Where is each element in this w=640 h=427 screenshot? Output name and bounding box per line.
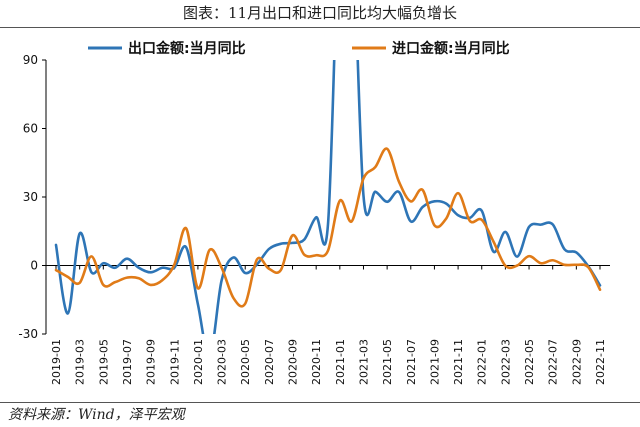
series-line-import [54,147,602,308]
chart-axes [42,59,610,335]
legend-item-import: 进口金额:当月同比 [352,40,510,57]
x-tick-label: 2021-01 [334,339,347,385]
x-tick-label: 2019-09 [145,339,158,385]
y-tick-label: 30 [23,190,38,204]
title-rule [0,27,640,28]
x-tick-label: 2021-07 [405,339,418,385]
x-tick-label: 2020-07 [263,339,276,385]
x-tick-label: 2019-01 [50,339,63,385]
x-tick-label: 2022-11 [594,339,607,385]
x-tick-label: 2021-11 [452,339,465,385]
x-tick-label: 2020-01 [192,339,205,385]
x-tick-label: 2022-05 [523,339,536,385]
legend-label: 进口金额:当月同比 [392,40,510,57]
legend-label: 出口金额:当月同比 [128,40,246,57]
x-tick-label: 2020-09 [287,339,300,385]
source-note: 资料来源：Wind，泽平宏观 [8,407,185,423]
x-tick-label: 2019-07 [121,339,134,385]
legend-item-export: 出口金额:当月同比 [88,40,246,57]
x-tick-label: 2021-05 [381,339,394,385]
x-tick-label: 2022-01 [476,339,489,385]
source-rule [0,402,640,403]
chart-tick-labels: -30 0 30 60 90 2019-01 2019-03 2019-05 2019-07 20… [18,53,607,385]
x-tick-label: 2021-09 [428,339,441,385]
x-tick-label: 2022-03 [499,339,512,385]
x-tick-label: 2020-05 [239,339,252,385]
y-tick-label: 0 [30,259,38,273]
x-tick-label: 2019-11 [168,339,181,385]
x-tick-label: 2021-03 [357,339,370,385]
series-line-export [54,60,602,334]
chart-title: 图表：11月出口和进口同比均大幅负增长 [182,4,458,22]
y-tick-label: 60 [23,122,38,136]
x-tick-label: 2020-11 [310,339,323,385]
x-tick-label: 2022-07 [547,339,560,385]
x-tick-label: 2022-09 [570,339,583,385]
y-tick-label: 90 [23,53,38,67]
chart-legend: 出口金额:当月同比 进口金额:当月同比 [88,40,510,57]
x-tick-label: 2019-05 [97,339,110,385]
chart-series [54,60,602,334]
x-tick-label: 2019-03 [74,339,87,385]
y-tick-label: -30 [18,327,38,341]
x-tick-label: 2020-03 [216,339,229,385]
